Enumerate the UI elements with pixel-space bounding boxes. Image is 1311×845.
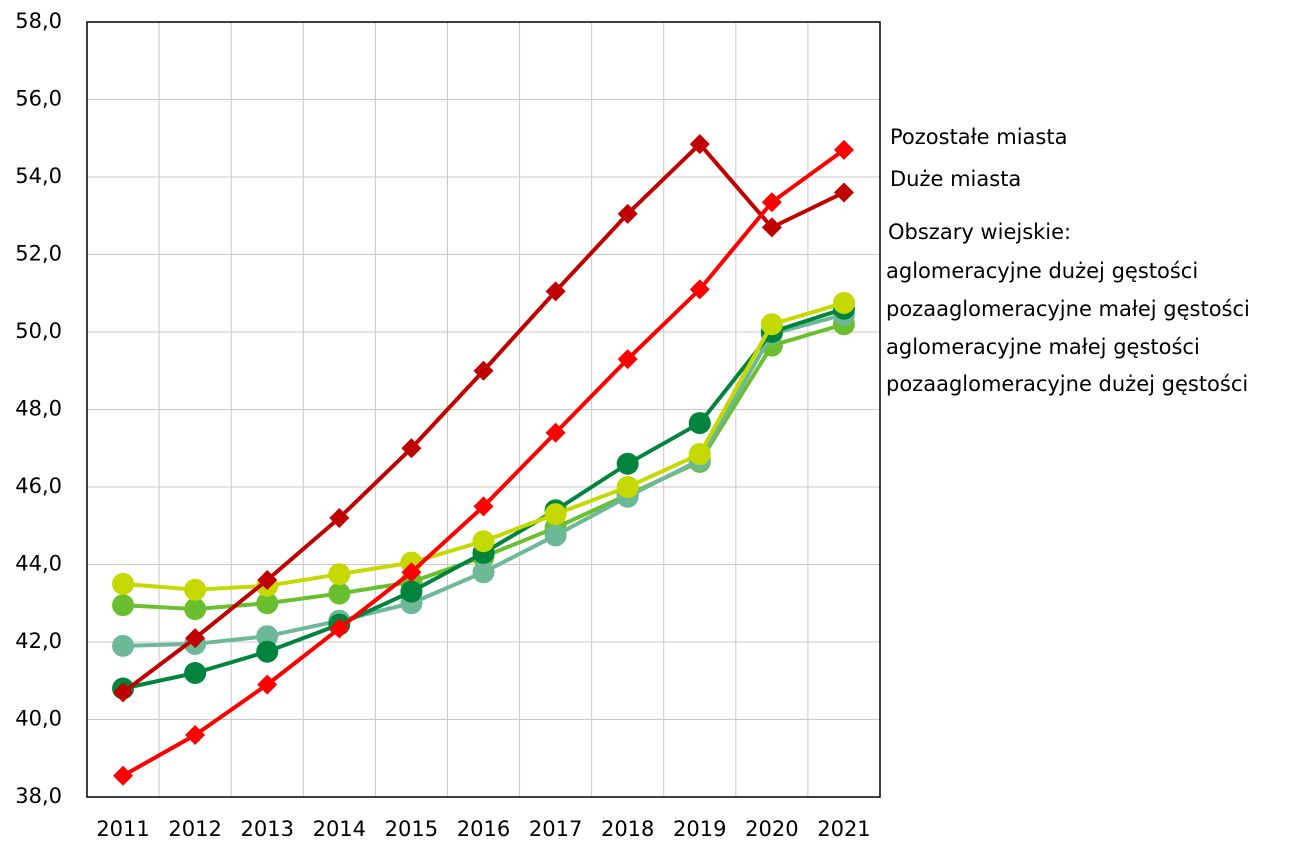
data-point (472, 530, 495, 553)
y-tick-label: 58,0 (15, 9, 62, 33)
data-point (256, 640, 279, 663)
data-point (185, 725, 206, 745)
data-point (832, 291, 855, 314)
x-tick-label: 2016 (457, 817, 510, 841)
data-point (256, 625, 279, 648)
data-point (185, 628, 206, 649)
data-point (112, 594, 135, 617)
data-point (401, 438, 422, 459)
data-point (688, 412, 711, 435)
data-point (257, 674, 278, 695)
data-point (329, 618, 350, 639)
data-point (688, 443, 711, 466)
legend-label: aglomeracyjne małej gęstości (886, 335, 1200, 359)
data-point (328, 582, 351, 605)
data-point (833, 182, 854, 203)
y-tick-label: 48,0 (15, 397, 62, 421)
data-point (113, 682, 134, 703)
legend-label: pozaaglomeracyjne dużej gęstości (886, 372, 1248, 396)
y-tick-label: 50,0 (15, 319, 62, 343)
data-point (617, 349, 638, 370)
y-tick-label: 42,0 (15, 629, 62, 653)
data-point (545, 422, 566, 443)
x-tick-label: 2012 (168, 817, 221, 841)
x-tick-label: 2018 (601, 817, 654, 841)
data-point (113, 765, 134, 786)
data-point (544, 503, 567, 526)
x-tick-label: 2017 (529, 817, 582, 841)
data-point (400, 580, 423, 603)
data-point (184, 598, 207, 621)
data-point (761, 192, 782, 213)
data-point (689, 279, 710, 300)
data-point (184, 578, 207, 601)
data-point (328, 563, 351, 586)
x-tick-label: 2021 (817, 817, 870, 841)
y-tick-label: 38,0 (15, 784, 62, 808)
data-point (472, 561, 495, 584)
y-tick-label: 46,0 (15, 474, 62, 498)
data-point (760, 313, 783, 336)
y-tick-label: 54,0 (15, 164, 62, 188)
y-tick-label: 40,0 (15, 707, 62, 731)
data-point (112, 572, 135, 595)
data-point (833, 139, 854, 160)
legend-label: aglomeracyjne dużej gęstości (886, 259, 1198, 283)
legend-label: pozaaglomeracyjne małej gęstości (886, 297, 1250, 321)
y-tick-label: 52,0 (15, 242, 62, 266)
data-point (112, 634, 135, 657)
x-tick-label: 2011 (96, 817, 149, 841)
legend-label: Pozostałe miasta (890, 125, 1067, 149)
legend-label: Duże miasta (890, 167, 1021, 191)
data-point (184, 662, 207, 684)
data-point (257, 570, 278, 590)
data-point (473, 496, 494, 517)
data-point (545, 281, 566, 302)
data-point (544, 524, 567, 547)
legend-heading: Obszary wiejskie: (888, 220, 1071, 244)
x-tick-label: 2019 (673, 817, 726, 841)
data-point (761, 217, 782, 238)
y-tick-label: 56,0 (15, 87, 62, 111)
x-tick-label: 2020 (745, 817, 798, 841)
x-tick-label: 2015 (385, 817, 438, 841)
x-tick-label: 2014 (313, 817, 366, 841)
plot-frame (86, 21, 881, 798)
data-point (616, 476, 639, 498)
data-point (256, 592, 279, 615)
data-point (689, 134, 710, 155)
data-point (616, 452, 639, 475)
y-tick-label: 44,0 (15, 552, 62, 576)
x-tick-label: 2013 (241, 817, 294, 841)
data-point (329, 508, 350, 528)
data-point (617, 203, 638, 224)
data-point (401, 562, 422, 583)
data-point (473, 360, 494, 381)
